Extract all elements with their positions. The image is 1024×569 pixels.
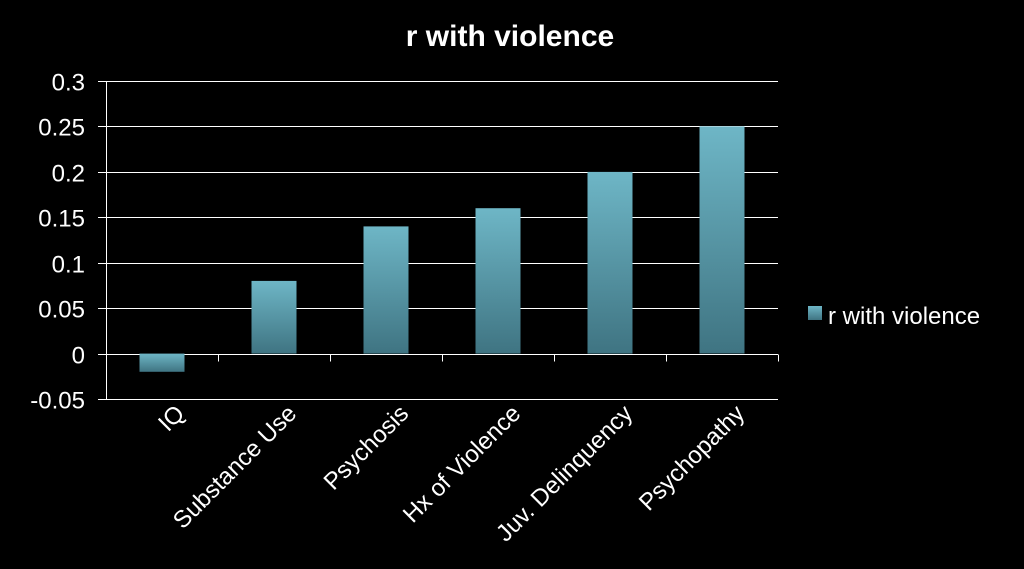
y-tick-label: 0.2 <box>52 161 85 188</box>
x-category-label: IQ <box>153 400 190 437</box>
legend-swatch <box>808 306 822 320</box>
y-tick-label: -0.05 <box>30 388 85 415</box>
legend-label: r with violence <box>828 303 980 330</box>
bar <box>475 208 521 354</box>
gridlines <box>98 81 778 400</box>
bar <box>587 171 633 354</box>
y-tick-label: 0.05 <box>38 297 85 324</box>
bar <box>363 226 409 354</box>
bars <box>139 126 745 372</box>
y-tick-label: 0.15 <box>38 206 85 233</box>
axes <box>106 81 779 399</box>
y-tick-label: 0 <box>72 343 85 370</box>
x-category-label: Hx of Violence <box>398 400 526 528</box>
y-tick-label: 0.3 <box>52 70 85 97</box>
bar <box>139 353 185 372</box>
y-tick-label: 0.25 <box>38 115 85 142</box>
y-tick-label: 0.1 <box>52 252 85 279</box>
y-axis-tick-labels: -0.05 0 0.05 0.1 0.15 0.2 0.25 0.3 <box>30 70 85 415</box>
x-category-label: Psychosis <box>319 400 414 495</box>
legend: r with violence <box>808 303 980 330</box>
bar <box>251 280 297 354</box>
bar <box>699 126 745 354</box>
chart-title: r with violence <box>406 20 614 53</box>
x-category-label: Psychopathy <box>634 400 750 516</box>
